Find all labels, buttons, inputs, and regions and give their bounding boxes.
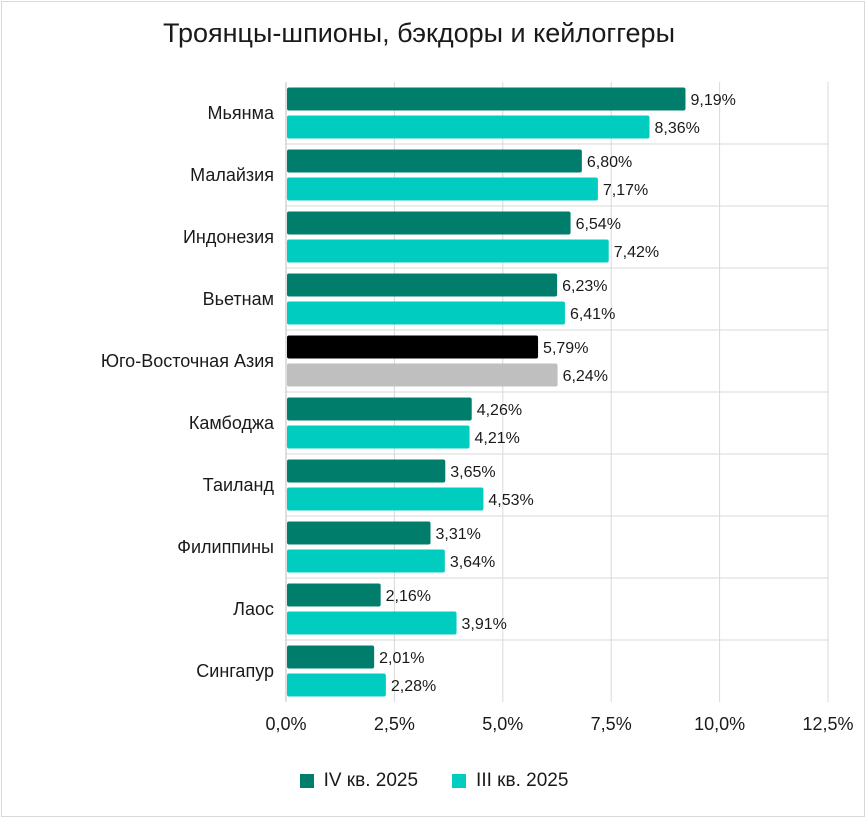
legend-item-q4: IV кв. 2025 bbox=[299, 770, 419, 792]
bar bbox=[287, 115, 650, 139]
data-label: 4,21% bbox=[475, 430, 520, 447]
bar bbox=[287, 549, 445, 573]
legend: IV кв. 2025 III кв. 2025 bbox=[0, 770, 868, 792]
bar bbox=[287, 211, 571, 235]
data-label: 3,65% bbox=[450, 464, 495, 481]
legend-label-q3: III кв. 2025 bbox=[476, 770, 569, 791]
bar bbox=[287, 521, 431, 545]
bar bbox=[287, 583, 381, 607]
x-tick-label: 0,0% bbox=[265, 714, 306, 734]
bar bbox=[287, 239, 609, 263]
category-label: Юго-Восточная Азия bbox=[101, 351, 274, 371]
bar bbox=[287, 149, 582, 173]
bar bbox=[287, 335, 539, 359]
legend-label-q4: IV кв. 2025 bbox=[323, 770, 419, 791]
bar bbox=[287, 363, 558, 387]
data-label: 3,31% bbox=[436, 526, 481, 543]
data-label: 2,16% bbox=[386, 588, 431, 605]
bar bbox=[287, 177, 598, 201]
x-tick-label: 12,5% bbox=[802, 714, 853, 734]
data-label: 3,64% bbox=[450, 554, 495, 571]
data-label: 7,17% bbox=[603, 182, 648, 199]
bar bbox=[287, 87, 686, 111]
data-label: 9,19% bbox=[690, 92, 735, 109]
category-label: Мьянма bbox=[208, 103, 275, 123]
data-label: 6,80% bbox=[587, 154, 632, 171]
bar bbox=[287, 397, 472, 421]
category-label: Индонезия bbox=[183, 227, 274, 247]
bar bbox=[287, 273, 558, 297]
bar bbox=[287, 645, 375, 669]
data-label: 4,53% bbox=[488, 492, 533, 509]
x-tick-label: 10,0% bbox=[694, 714, 745, 734]
category-label: Лаос bbox=[233, 599, 274, 619]
bar bbox=[287, 425, 470, 449]
data-label: 7,42% bbox=[614, 244, 659, 261]
bar bbox=[287, 611, 457, 635]
data-label: 8,36% bbox=[654, 120, 699, 137]
category-label: Таиланд bbox=[203, 475, 275, 495]
bar bbox=[287, 301, 565, 325]
data-label: 4,26% bbox=[477, 402, 522, 419]
legend-item-q3: III кв. 2025 bbox=[452, 770, 568, 792]
data-label: 2,28% bbox=[391, 678, 436, 695]
bar bbox=[287, 459, 446, 483]
data-label: 6,23% bbox=[562, 278, 607, 295]
category-label: Камбоджа bbox=[189, 413, 275, 433]
bar bbox=[287, 673, 386, 697]
bar bbox=[287, 487, 484, 511]
category-label: Вьетнам bbox=[203, 289, 274, 309]
chart-title: Троянцы-шпионы, бэкдоры и кейлоггеры bbox=[163, 18, 675, 48]
data-label: 3,91% bbox=[462, 616, 507, 633]
legend-swatch-q4 bbox=[299, 774, 314, 788]
legend-swatch-q3 bbox=[452, 774, 467, 788]
category-label: Филиппины bbox=[177, 537, 274, 557]
x-tick-label: 2,5% bbox=[374, 714, 415, 734]
data-label: 6,54% bbox=[576, 216, 621, 233]
data-label: 5,79% bbox=[543, 340, 588, 357]
category-label: Сингапур bbox=[196, 661, 274, 681]
x-tick-label: 7,5% bbox=[591, 714, 632, 734]
data-label: 6,24% bbox=[563, 368, 608, 385]
data-label: 6,41% bbox=[570, 306, 615, 323]
x-tick-label: 5,0% bbox=[482, 714, 523, 734]
data-label: 2,01% bbox=[379, 650, 424, 667]
category-label: Малайзия bbox=[190, 165, 274, 185]
